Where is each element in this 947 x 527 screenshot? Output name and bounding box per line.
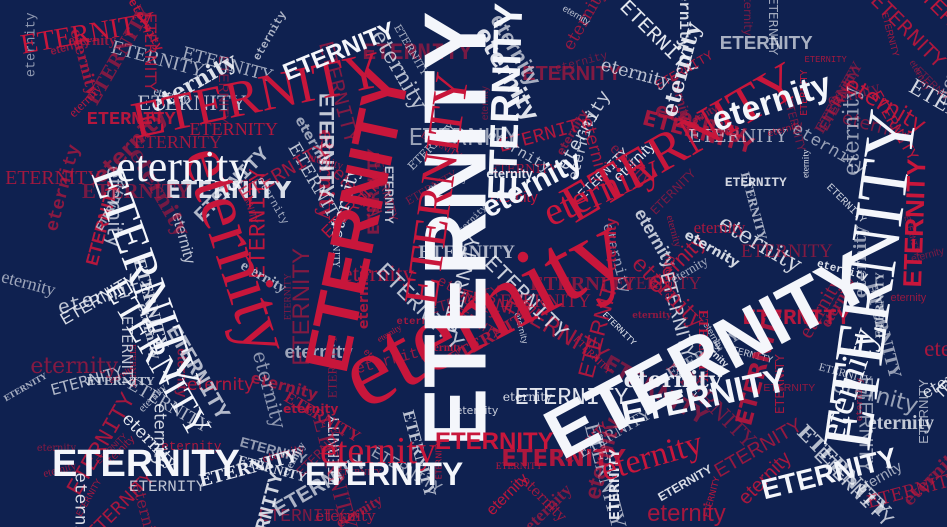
background-word: eternity [623,367,722,394]
white-eternity-bottom-left: ETERNITY [52,443,240,485]
background-word: ETERNITY [499,290,591,312]
background-word: ETERNITY [742,304,851,331]
background-word: ETERNITY [86,373,155,388]
background-word: eternity [186,374,255,395]
background-word: ETERNITY [495,461,543,473]
red-eternity-lower-center: ETERNITY [435,428,554,455]
background-word: eternity [251,9,290,63]
background-word: eternity [486,166,533,182]
background-word: eternity [647,499,726,527]
background-word: eternity [801,149,812,178]
background-word: ETERNITY [724,174,787,190]
background-word: ETERNITY [530,273,636,296]
background-word: ETERNITY [5,166,102,189]
background-word: eternity [924,336,947,363]
background-word: ETERNITY [258,506,346,527]
white-eternity-bottom-center: ETERNITY [305,456,464,492]
background-word: eternity [490,189,538,206]
background-word: ETERNITY [137,89,247,115]
background-word: eternity [161,440,222,455]
background-word: ETERNITY [86,108,176,130]
background-word: eternity [632,311,672,322]
background-word: ETERNITY [189,119,278,140]
background-word: ETERNITY [763,381,816,394]
background-word: eternity [0,266,58,301]
background-word: ETERNITY [688,125,788,147]
background-word: eternity [396,316,447,329]
background-word: ETERNITY [740,241,833,263]
background-word: ETERNITY [129,477,206,496]
red-eternity-right-edge: ETERNITY [897,158,932,288]
background-word: ETERNITY [133,132,222,153]
background-word: eternity [674,0,693,49]
background-word: eternity [598,54,673,94]
background-word: eternity [284,342,353,364]
background-word: ETERNITY [82,180,191,204]
background-word: eternity [424,341,463,354]
white-eternity-upper-middle: ETERNITY [480,2,532,202]
background-word: ETERNITY [719,31,813,53]
background-word: ETERNITY [362,40,473,67]
background-word: eternity [693,218,746,238]
background-word: eternity [455,404,499,418]
background-word: eternity [315,507,376,526]
background-word: eternity [68,32,117,49]
background-word: ETERNITY [522,63,622,86]
white-eternity-top-left: eternity [116,142,251,191]
background-word: ETERNITY [165,177,292,205]
background-word: ETERNITY [501,446,626,473]
background-word: ETERNITY [336,467,382,478]
background-word: ETERNITY [418,243,516,264]
background-word: eternity [30,354,119,380]
background-word: eternity [502,388,553,404]
background-word: ETERNITY [489,161,557,176]
background-word: ETERNITY [408,125,519,152]
background-word: eternity [42,142,86,235]
background-word: eternity [342,261,415,288]
background-word: eternity [282,401,339,416]
background-word: eternity [890,292,927,305]
background-word: eternity [740,0,755,37]
red-eternity-bottom: eternity [320,430,437,472]
background-word: ETERNITY [514,385,629,413]
background-word: eternity [36,442,76,454]
background-word: eternity [867,411,935,434]
background-word: ETERNITY [804,55,847,66]
background-word: ETERNITY [613,272,702,293]
